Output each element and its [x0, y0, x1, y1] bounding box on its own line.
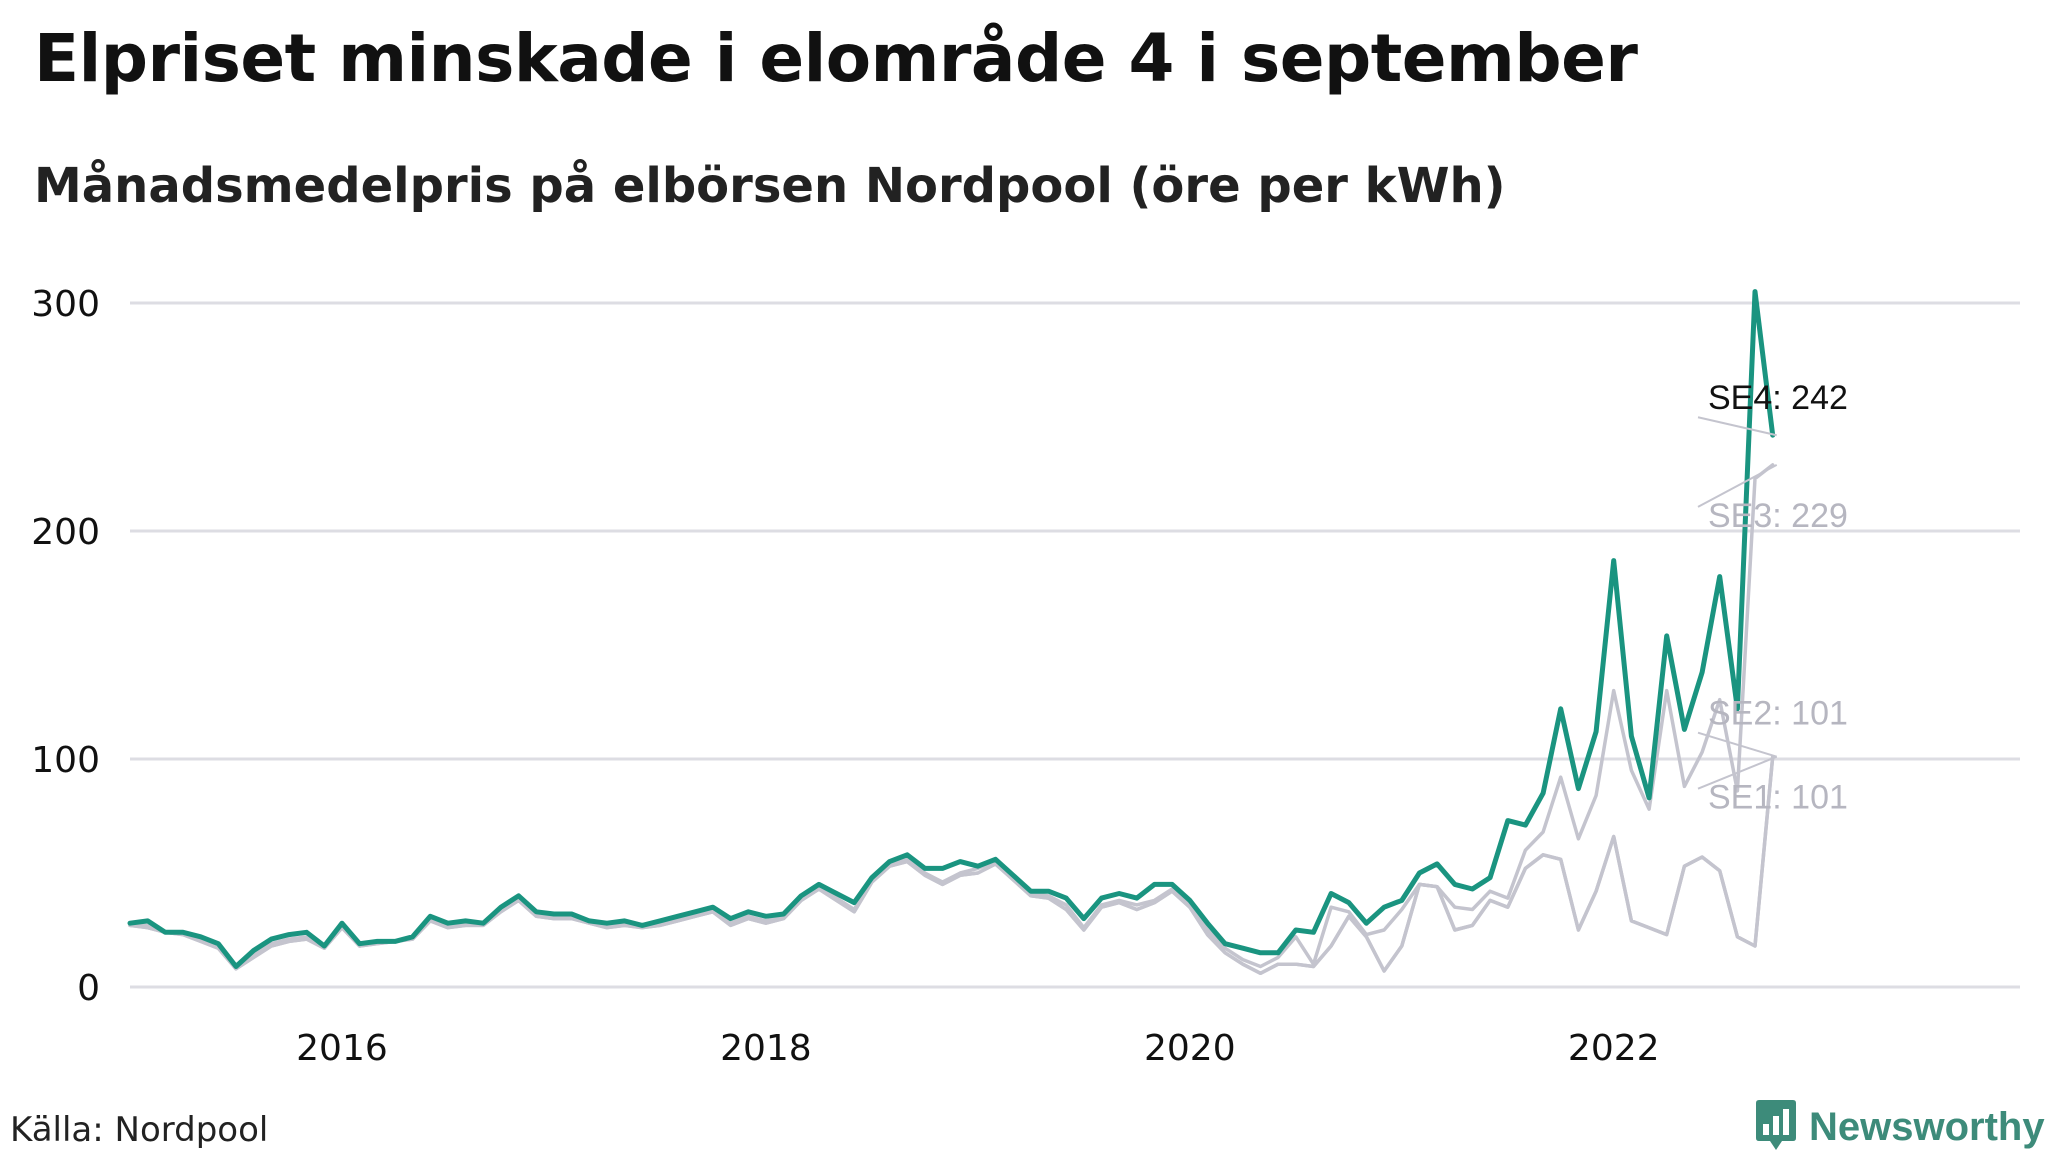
- source-note: Källa: Nordpool: [10, 1110, 269, 1150]
- x-tick-label: 2016: [296, 1028, 388, 1069]
- series-end-label: SE4: 242: [1708, 379, 1848, 417]
- series-end-label: SE3: 229: [1708, 497, 1848, 535]
- y-tick-label: 100: [31, 740, 100, 781]
- series-end-labels: SE4: 242 SE3: 229 SE2: 101 SE1: 101: [1697, 379, 1848, 817]
- x-tick-label: 2020: [1144, 1028, 1236, 1069]
- highlight-series-lines: [127, 289, 1776, 969]
- x-tick-label: 2022: [1568, 1028, 1660, 1069]
- series-line-se3: [128, 463, 1775, 971]
- series-line-se4: [127, 289, 1776, 969]
- series-end-label: SE1: 101: [1708, 779, 1848, 817]
- y-grid-lines: [130, 301, 2020, 989]
- label-leader-line: [1697, 416, 1777, 437]
- label-leader-line: [1697, 755, 1778, 790]
- chart-title: Elpriset minskade i elområde 4 i septemb…: [34, 20, 1638, 97]
- brand-name: Newsworthy: [1809, 1104, 2045, 1149]
- series-end-label: SE2: 101: [1708, 695, 1848, 733]
- y-tick-label: 300: [31, 284, 100, 325]
- chart-subtitle: Månadsmedelpris på elbörsen Nordpool (ör…: [34, 158, 1506, 214]
- x-tick-label: 2018: [720, 1028, 812, 1069]
- y-tick-label: 200: [31, 512, 100, 553]
- y-axis-tick-labels: 0 100 200 300: [31, 284, 100, 1009]
- brand-logo[interactable]: Newsworthy: [1755, 1098, 2045, 1156]
- newsworthy-logo-icon: [1755, 1098, 1797, 1156]
- label-leader-line: [1697, 463, 1778, 508]
- x-axis-tick-labels: 2016 2018 2020 2022: [296, 1028, 1659, 1069]
- label-leader-line: [1697, 731, 1778, 758]
- y-tick-label: 0: [77, 968, 100, 1009]
- muted-series-lines: [128, 463, 1775, 976]
